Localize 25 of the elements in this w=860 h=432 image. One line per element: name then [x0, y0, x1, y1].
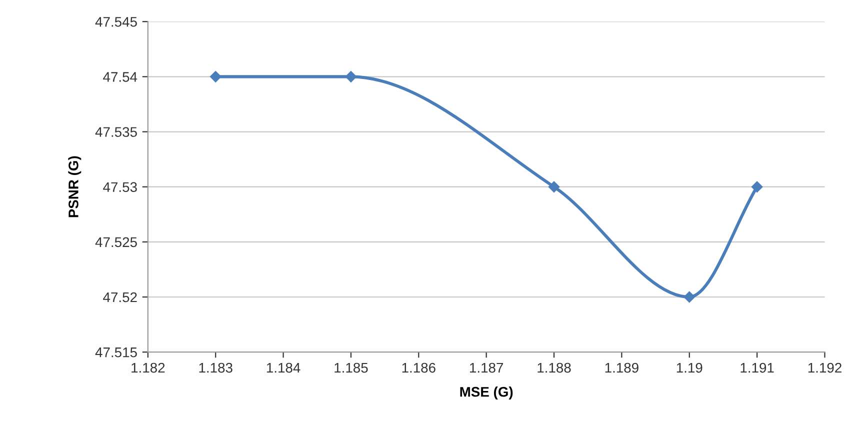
x-tick-label: 1.192 [808, 362, 842, 373]
point [548, 181, 560, 192]
x-tick-label: 1.19 [676, 362, 702, 373]
x-tick-label: 1.183 [199, 362, 232, 373]
x-tick-label: 1.188 [538, 362, 571, 373]
x-axis-title: MSE (G) [460, 386, 513, 400]
y-tick-label: 47.535 [95, 127, 137, 137]
y-tick-label: 47.52 [103, 292, 137, 302]
x-tick-label: 1.191 [740, 362, 774, 373]
point [751, 181, 763, 192]
point [345, 71, 357, 82]
x-tick-label: 1.184 [266, 362, 300, 373]
x-tick-label: 1.186 [402, 362, 436, 373]
y-tick-label: 47.545 [95, 17, 137, 27]
x-tick-label: 1.189 [605, 362, 638, 373]
point [210, 71, 222, 82]
x-tick-label: 1.182 [132, 362, 165, 373]
y-tick-label: 47.515 [95, 348, 137, 358]
y-tick-label: 47.54 [103, 72, 138, 82]
y-axis-title: PSNR (G) [68, 156, 82, 218]
y-tick-label: 47.525 [95, 237, 137, 248]
point [684, 291, 695, 303]
x-tick-label: 1.187 [470, 362, 504, 373]
y-tick-label: 47.53 [103, 182, 137, 192]
x-tick-label: 1.185 [334, 362, 368, 373]
